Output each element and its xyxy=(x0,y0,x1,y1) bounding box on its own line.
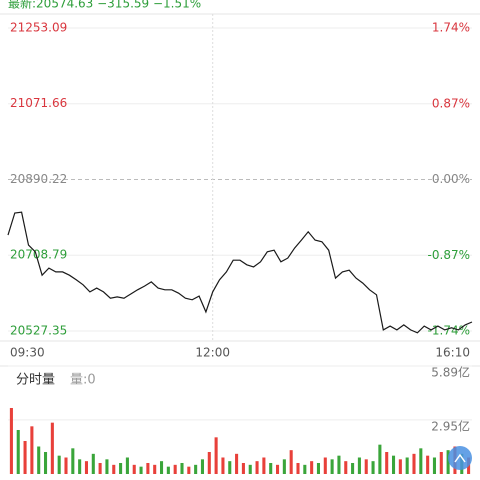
volume-bar xyxy=(275,464,280,474)
volume-bar xyxy=(446,450,450,474)
volume-bar xyxy=(371,461,375,474)
volume-bar xyxy=(132,464,136,474)
volume-bar xyxy=(200,459,205,474)
volume-bar xyxy=(296,462,300,474)
volume-bar xyxy=(255,461,259,474)
volume-bar xyxy=(23,440,27,474)
volume-bar xyxy=(310,461,314,474)
volume-bar xyxy=(98,462,102,474)
volume-bar xyxy=(364,459,368,474)
volume-bar xyxy=(344,461,348,474)
volume-bar xyxy=(316,462,321,474)
volume-bar xyxy=(351,462,355,474)
volume-bar xyxy=(146,462,150,474)
volume-bar xyxy=(112,464,116,474)
volume-bar xyxy=(262,457,266,474)
y-tick-label: 20890.22 xyxy=(10,172,67,186)
volume-bar xyxy=(207,451,211,474)
volume-bar xyxy=(405,457,409,474)
volume-bar xyxy=(37,446,41,474)
y2-tick-label: 0.87% xyxy=(432,96,470,110)
y2-tick-label: 0.00% xyxy=(432,172,470,186)
volume-bar xyxy=(214,437,218,474)
volume-label: 分时量 xyxy=(16,373,55,388)
volume-bar xyxy=(78,459,82,474)
volume-bar xyxy=(16,429,20,474)
volume-bar xyxy=(391,455,396,474)
expand-button[interactable] xyxy=(448,446,472,470)
volume-bar xyxy=(412,453,416,474)
volume-bar xyxy=(269,462,273,474)
y-tick-label: 20527.35 xyxy=(10,324,67,338)
volume-bar xyxy=(282,459,286,474)
volume-bar xyxy=(119,462,123,474)
expand-icon xyxy=(454,453,466,463)
volume-bar xyxy=(330,459,334,474)
volume-bar xyxy=(187,466,191,474)
volume-bar xyxy=(419,448,423,474)
x-tick-label: 16:10 xyxy=(435,346,470,360)
volume-bar xyxy=(426,455,430,474)
price-line xyxy=(7,211,473,334)
y2-tick-label: -0.87% xyxy=(428,248,470,262)
volume-bar xyxy=(57,455,61,474)
y-tick-label: 20708.79 xyxy=(10,248,67,262)
volume-bar xyxy=(385,451,389,474)
volume-bar xyxy=(378,444,382,474)
quote-header: 最新:20574.63 −315.59 −1.51% xyxy=(8,0,201,11)
y2-tick-label: 1.74% xyxy=(432,21,470,35)
y-tick-label: 2.95亿 xyxy=(431,418,470,433)
volume-bar xyxy=(228,461,232,474)
y-tick-label: 21071.66 xyxy=(10,96,67,110)
volume-annotation: 量:0 xyxy=(70,373,96,388)
volume-bar xyxy=(91,453,95,474)
volume-bar xyxy=(235,453,239,474)
volume-bar xyxy=(30,426,34,474)
volume-bar xyxy=(159,461,164,474)
volume-bar xyxy=(432,457,437,474)
volume-bar xyxy=(337,455,341,474)
volume-bar xyxy=(194,464,198,474)
volume-bar xyxy=(173,464,177,474)
volume-bar xyxy=(9,407,13,474)
y-tick-label: 5.89亿 xyxy=(431,365,470,380)
volume-bar xyxy=(84,461,89,474)
volume-bar xyxy=(71,448,75,474)
volume-bar xyxy=(221,457,225,474)
volume-bar xyxy=(166,466,170,474)
volume-bar xyxy=(50,422,54,474)
x-tick-label: 09:30 xyxy=(10,346,45,360)
volume-bar xyxy=(153,464,157,474)
volume-bar xyxy=(289,450,293,474)
volume-bar xyxy=(125,457,129,474)
y2-tick-label: -1.74% xyxy=(428,324,470,338)
volume-bar xyxy=(43,451,48,474)
volume-bar xyxy=(105,459,109,474)
volume-bar xyxy=(303,464,307,474)
volume-bar xyxy=(323,457,327,474)
volume-bar xyxy=(398,459,402,474)
y-tick-label: 21253.09 xyxy=(10,21,67,35)
volume-bar xyxy=(180,462,184,474)
volume-bar xyxy=(139,466,143,474)
volume-bar xyxy=(248,464,252,474)
volume-bar xyxy=(64,457,68,474)
volume-bar xyxy=(241,462,245,474)
x-tick-label: 12:00 xyxy=(195,346,230,360)
volume-bar xyxy=(439,451,443,474)
volume-bar xyxy=(357,457,361,474)
